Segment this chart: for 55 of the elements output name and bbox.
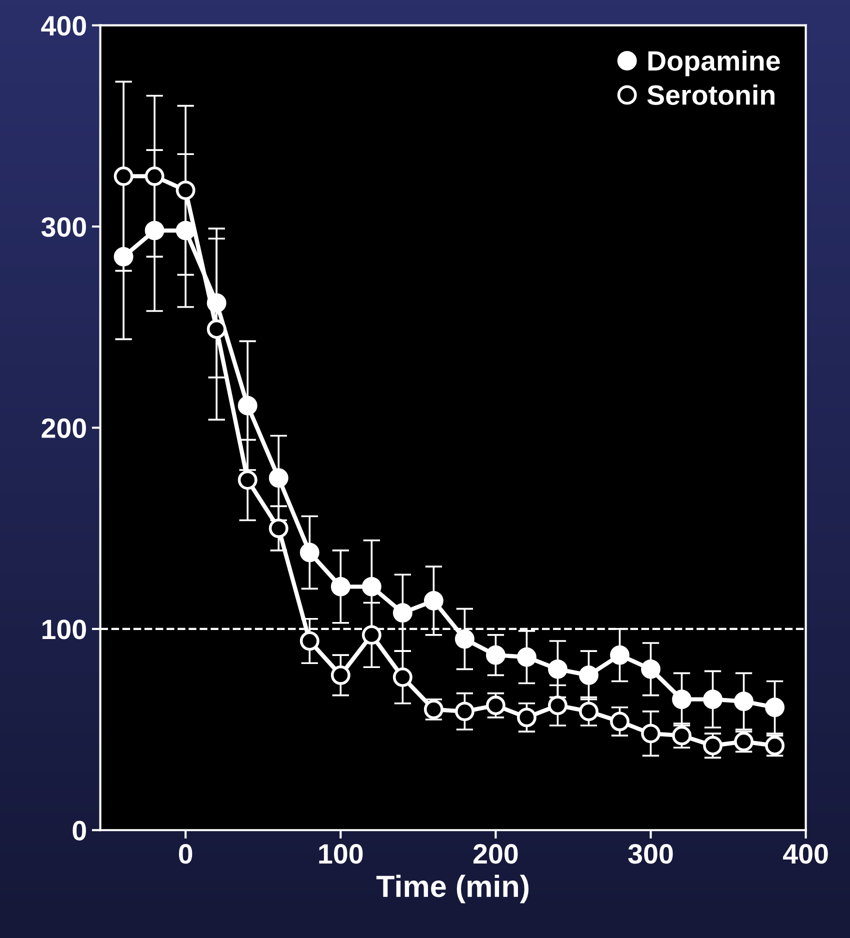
point [579,665,598,685]
point [672,690,692,710]
point [300,542,320,562]
point [765,736,785,756]
x-tick-label: 400 [783,844,828,864]
point [548,696,568,716]
point [703,736,722,756]
x-tick-label: 0 [178,844,192,864]
point [486,645,506,665]
point [268,468,288,488]
x-tick-label: 100 [319,844,363,864]
y-tick-label: 0 [72,820,86,840]
point [238,396,258,416]
point [734,692,754,712]
point [454,629,474,649]
point [330,576,350,596]
point [206,319,226,339]
y-tick-label: 400 [41,16,86,36]
x-tick-label: 200 [473,844,518,864]
point [516,647,536,667]
x-axis-title: Time (min) [376,874,529,904]
point [144,220,164,240]
point [362,625,382,645]
point [144,166,164,186]
point [300,631,320,651]
legend-label: Dopamine [648,50,780,76]
point [362,576,382,596]
point [114,246,134,266]
point [641,659,660,679]
y-tick-label: 200 [42,418,86,438]
point [424,591,444,610]
y-tick-label: 100 [42,620,86,640]
point [703,690,722,710]
point [176,180,196,200]
point [330,665,350,685]
point [238,470,258,490]
point [392,667,412,687]
point [454,702,474,722]
point [268,518,288,538]
point [392,603,412,623]
point [486,696,506,716]
point [765,698,785,718]
point [548,659,568,679]
point [641,724,660,744]
point [114,166,134,186]
y-tick-label: 300 [41,217,86,237]
point [610,645,630,665]
point [672,726,692,746]
point [579,702,598,722]
legend-label: Serotonin [647,84,774,105]
point [734,732,754,752]
x-tick-label: 300 [628,844,673,864]
point [610,712,630,732]
point [516,708,536,728]
point [176,220,196,240]
